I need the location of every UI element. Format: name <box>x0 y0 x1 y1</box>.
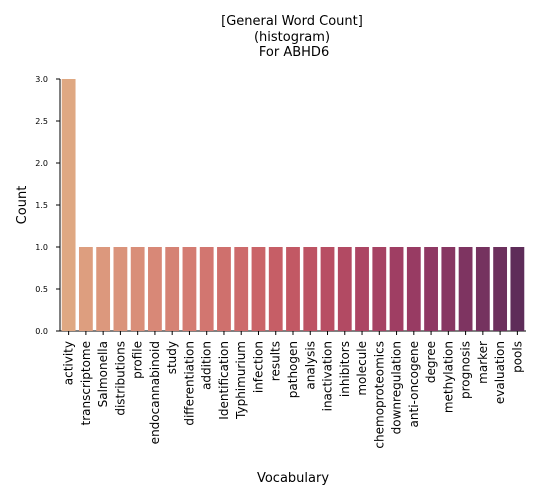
x-tick-label: Identification <box>217 341 231 420</box>
y-tick-label: 2.5 <box>35 117 48 126</box>
y-tick-label: 1.5 <box>35 201 48 210</box>
bar-inactivation <box>320 247 335 331</box>
bar-results <box>268 247 283 331</box>
x-tick-label: inhibitors <box>338 341 352 397</box>
x-tick-label: differentiation <box>182 341 196 426</box>
x-tick-label: endocannabinoid <box>148 341 162 444</box>
bar-Typhimurium <box>234 247 249 331</box>
y-tick-label: 1.0 <box>35 243 48 252</box>
y-tick-label: 0.0 <box>35 327 48 336</box>
bar-pathogen <box>286 247 300 331</box>
x-tick-label: pools <box>510 341 524 373</box>
bar-evaluation <box>493 247 508 331</box>
y-axis-label: Count <box>15 186 30 225</box>
bar-analysis <box>303 247 318 331</box>
bar-Identification <box>217 247 231 331</box>
chart-title-line-1: [General Word Count] <box>221 14 363 29</box>
x-tick-label: evaluation <box>493 341 507 404</box>
bar-marker <box>475 247 490 331</box>
x-tick-label: Typhimurium <box>234 341 248 420</box>
bar-methylation <box>441 247 456 331</box>
x-tick-label: marker <box>476 341 490 384</box>
y-tick-label: 0.5 <box>35 285 48 294</box>
chart-title-line-3: For ABHD6 <box>254 45 330 60</box>
bar-pools <box>510 247 525 331</box>
x-tick-label: chemoproteomics <box>372 341 386 449</box>
bar-anti-oncogene <box>406 247 421 331</box>
bar-profile <box>130 247 145 331</box>
x-tick-label: methylation <box>441 341 455 413</box>
x-tick-label: anti-oncogene <box>407 341 421 427</box>
y-tick-label: 3.0 <box>35 75 48 84</box>
bar-endocannabinoid <box>148 247 162 331</box>
x-tick-label: Salmonella <box>96 341 110 407</box>
bar-inhibitors <box>337 247 352 331</box>
bar-study <box>165 247 180 331</box>
bar-infection <box>251 247 266 331</box>
x-axis-label: Vocabulary <box>257 471 329 486</box>
x-tick-label: distributions <box>113 341 127 416</box>
bar-transcriptome <box>78 247 93 331</box>
x-tick-label: molecule <box>355 341 369 396</box>
bar-activity <box>61 79 76 331</box>
bar-degree <box>424 247 438 331</box>
bar-molecule <box>355 247 369 331</box>
x-tick-label: transcriptome <box>79 341 93 425</box>
chart-title-line-2: (histogram) <box>253 30 331 45</box>
bar-differentiation <box>182 247 197 331</box>
x-tick-label: addition <box>200 341 214 390</box>
x-tick-label: results <box>269 341 283 381</box>
x-tick-label: activity <box>62 341 76 385</box>
x-tick-label: profile <box>131 341 145 379</box>
x-tick-label: pathogen <box>286 341 300 398</box>
x-tick-label: inactivation <box>321 341 335 411</box>
x-tick-label: study <box>165 341 179 374</box>
x-tick-label: infection <box>251 341 265 393</box>
bar-chemoproteomics <box>372 247 387 331</box>
bar-prognosis <box>458 247 473 331</box>
x-tick-label: degree <box>424 341 438 383</box>
bar-Salmonella <box>96 247 111 331</box>
x-tick-label: analysis <box>303 341 317 390</box>
bar-downregulation <box>389 247 404 331</box>
bar-addition <box>199 247 214 331</box>
bar-distributions <box>113 247 128 331</box>
x-tick-label: downregulation <box>390 341 404 434</box>
y-tick-label: 2.0 <box>35 159 48 168</box>
x-tick-label: prognosis <box>459 341 473 399</box>
